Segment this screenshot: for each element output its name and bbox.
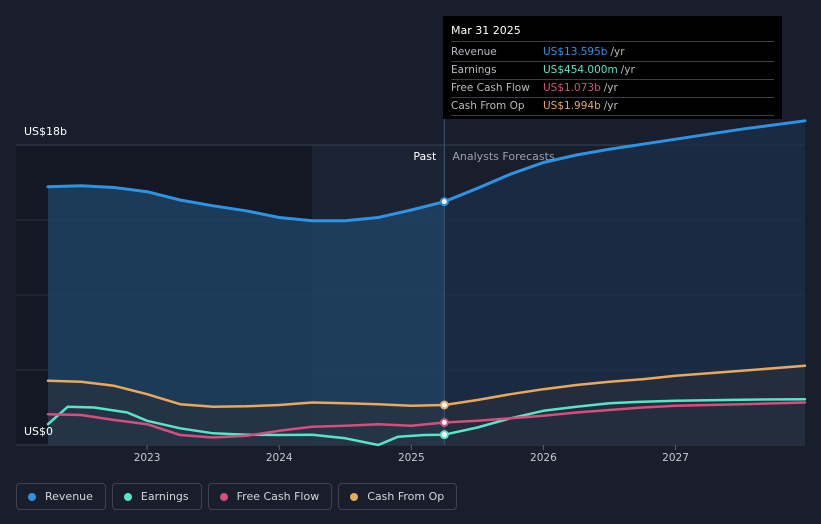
- legend-label: Revenue: [45, 490, 93, 503]
- tooltip-value: US$454.000m: [543, 64, 618, 76]
- tooltip-label: Free Cash Flow: [451, 82, 530, 94]
- past-label: Past: [413, 150, 437, 163]
- legend-item-revenue[interactable]: Revenue: [16, 483, 106, 510]
- tooltip-unit: /yr: [603, 100, 618, 112]
- cash-from-op-area: [48, 365, 805, 445]
- tooltip-unit: /yr: [620, 64, 635, 76]
- x-tick-label: 2023: [134, 452, 161, 464]
- x-tick-label: 2027: [662, 452, 689, 464]
- legend-label: Cash From Op: [367, 490, 445, 503]
- legend-item-free-cash-flow[interactable]: Free Cash Flow: [207, 483, 333, 510]
- legend-label: Earnings: [140, 490, 189, 503]
- series-line-free-cash-flow: [46, 401, 807, 439]
- series-line-revenue: [46, 119, 807, 223]
- legend-label: Free Cash Flow: [236, 490, 320, 503]
- tooltip-unit: /yr: [603, 82, 618, 94]
- highlight-point: [439, 400, 449, 410]
- tooltip-label: Cash From Op: [451, 100, 525, 112]
- tooltip-value: US$1.073b: [543, 82, 601, 94]
- x-tick-label: 2026: [530, 452, 557, 464]
- tooltip-label: Earnings: [451, 64, 497, 76]
- x-tick-label: 2024: [266, 452, 293, 464]
- highlight-point: [439, 197, 449, 207]
- forecast-label: Analysts Forecasts: [452, 150, 555, 163]
- y-axis-zero-label: US$0: [24, 425, 53, 438]
- tooltip-row-earnings: Earnings US$454.000m /yr: [451, 62, 774, 80]
- legend-item-cash-from-op[interactable]: Cash From Op: [338, 483, 458, 510]
- tooltip-value: US$13.595b: [543, 46, 608, 58]
- series-line-earnings: [46, 397, 807, 447]
- legend-dot-icon: [123, 492, 132, 501]
- legend-dot-icon: [219, 492, 228, 501]
- highlight-point: [439, 418, 449, 427]
- tooltip-label: Revenue: [451, 46, 497, 58]
- tooltip-unit: /yr: [610, 46, 625, 58]
- highlight-point: [439, 430, 449, 440]
- revenue-area-past: [48, 185, 445, 446]
- x-tick-label: 2025: [398, 452, 425, 464]
- legend: Revenue Earnings Free Cash Flow Cash Fro…: [16, 483, 458, 510]
- tooltip-row-free-cash-flow: Free Cash Flow US$1.073b /yr: [451, 80, 774, 98]
- tooltip-row-cash-from-op: Cash From Op US$1.994b /yr: [451, 98, 774, 116]
- legend-dot-icon: [350, 492, 359, 501]
- legend-dot-icon: [28, 492, 36, 501]
- hover-tooltip: Mar 31 2025 Revenue US$13.595b /yr Earni…: [443, 16, 782, 119]
- legend-item-earnings[interactable]: Earnings: [111, 483, 202, 510]
- revenue-area-forecast: [444, 120, 805, 446]
- tooltip-date: Mar 31 2025: [451, 24, 774, 42]
- series-line-cash-from-op: [46, 364, 807, 408]
- tooltip-row-revenue: Revenue US$13.595b /yr: [451, 44, 774, 62]
- y-axis-top-label: US$18b: [24, 125, 67, 138]
- tooltip-value: US$1.994b: [543, 100, 601, 112]
